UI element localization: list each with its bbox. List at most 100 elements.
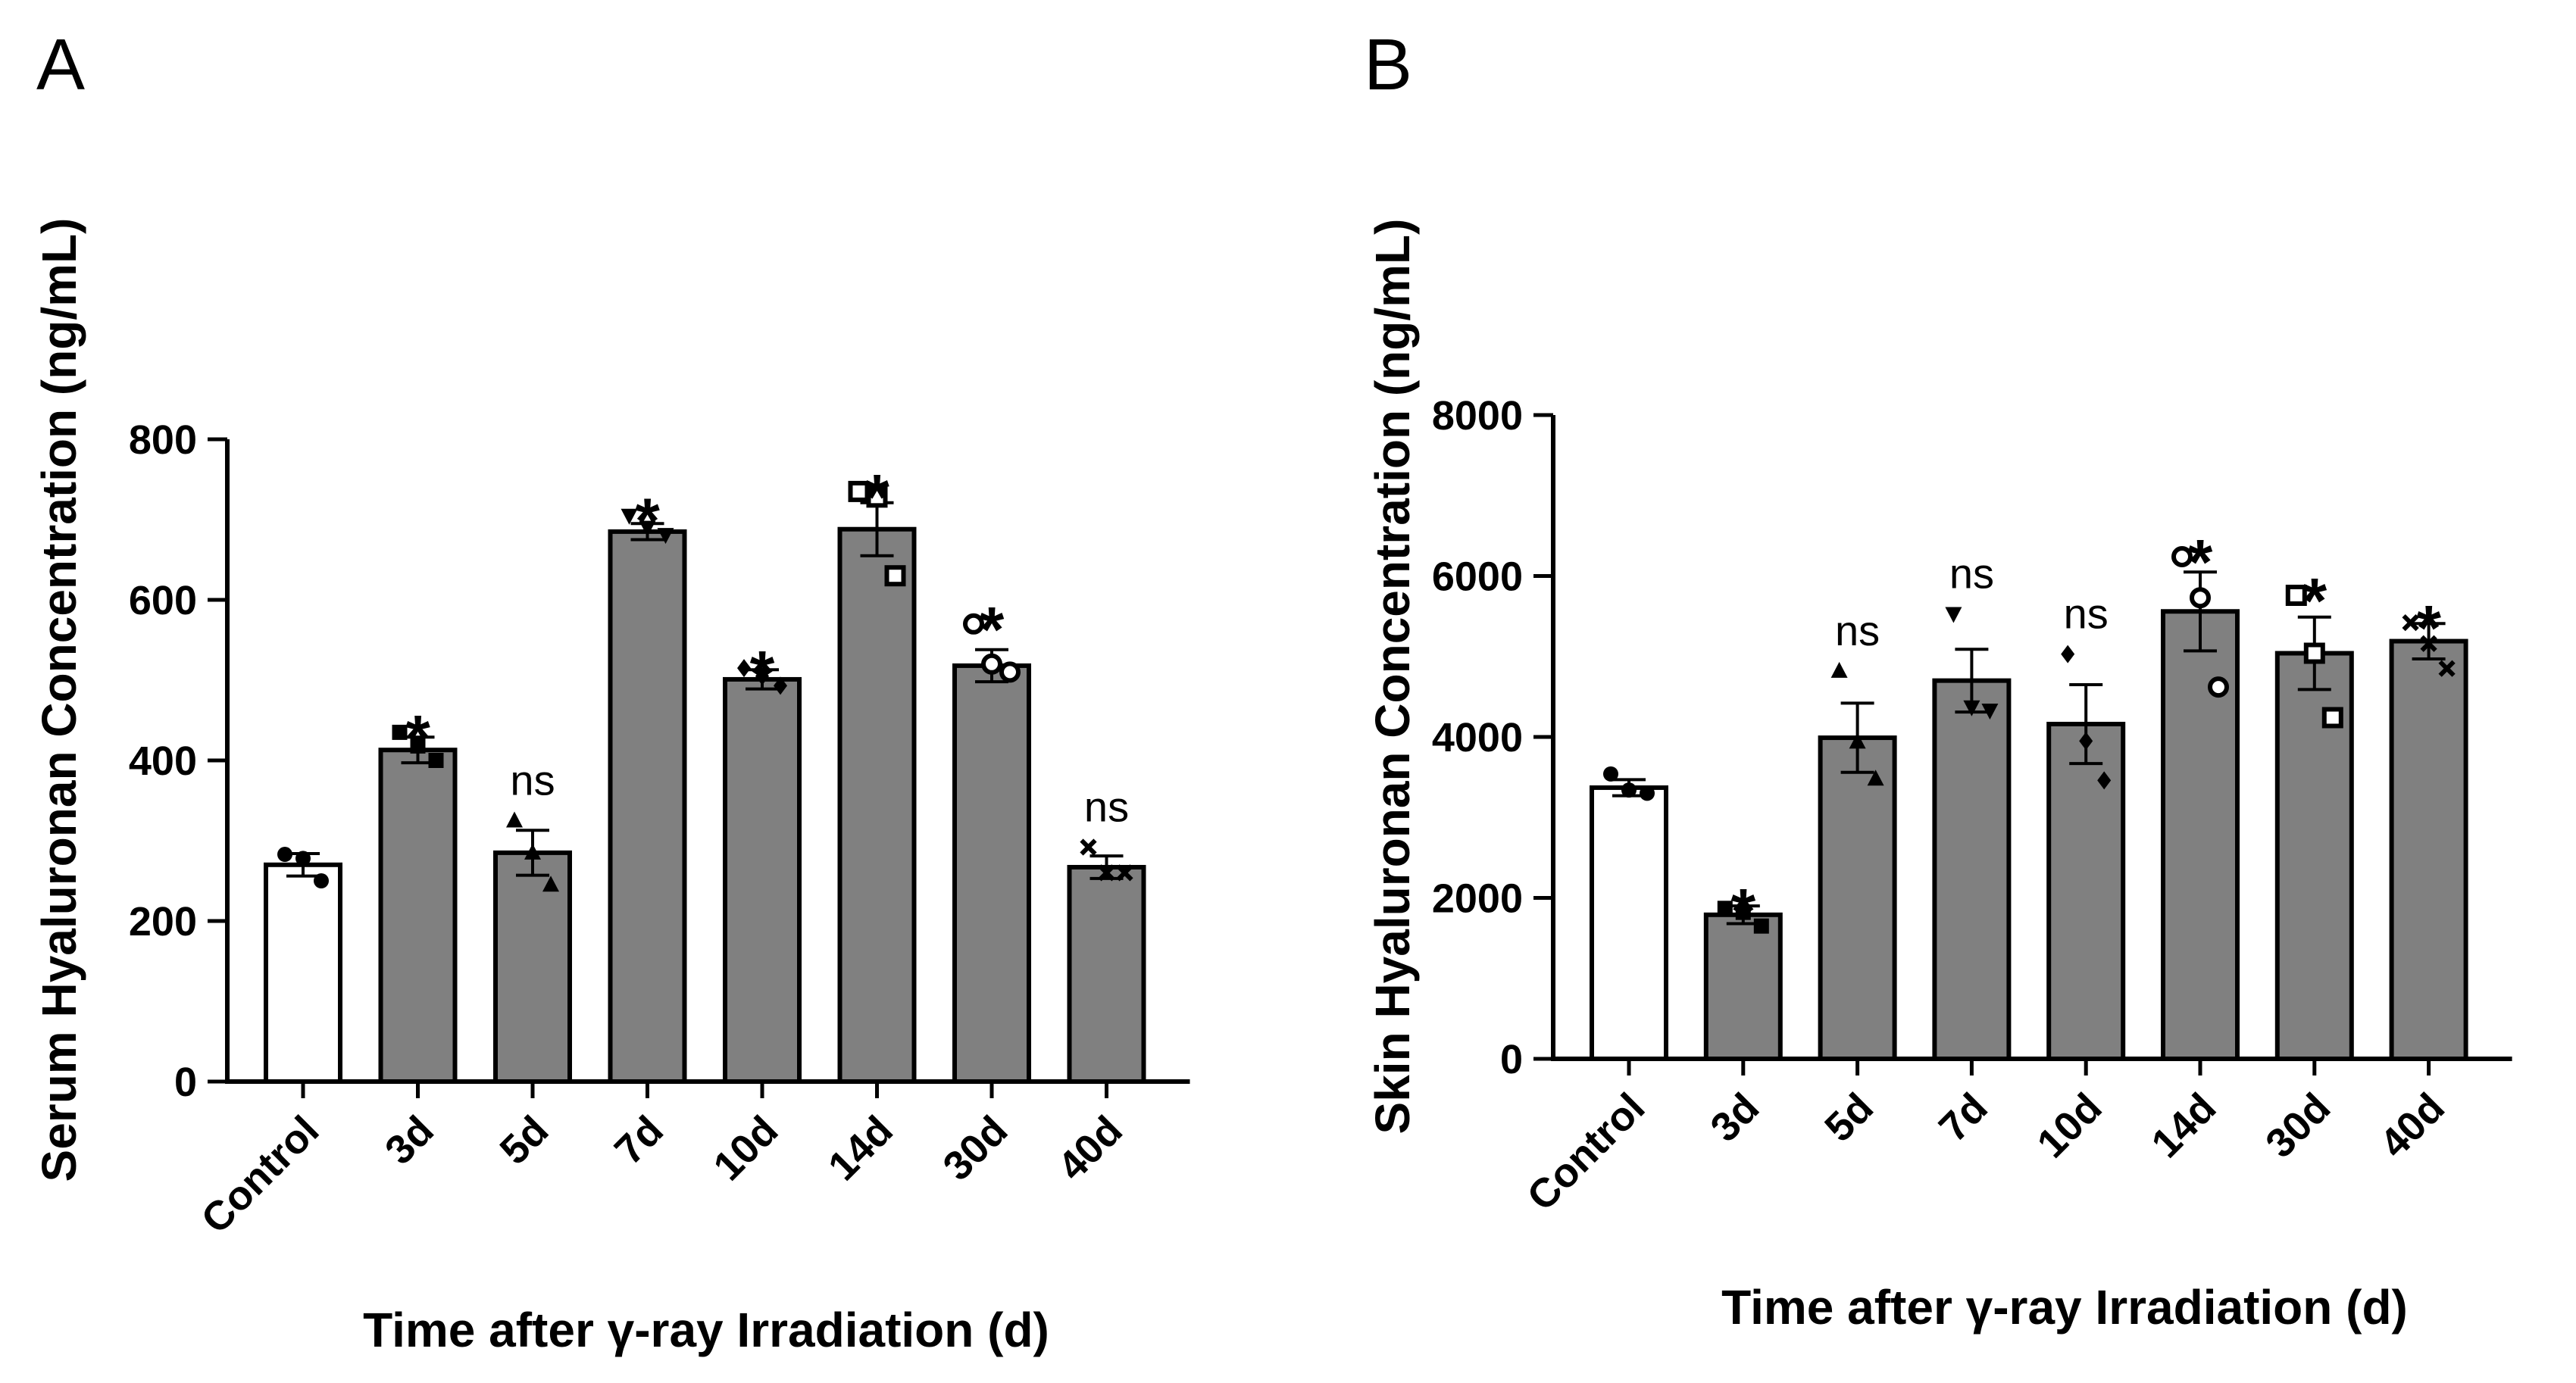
x-tick-label: 7d (1930, 1085, 1996, 1150)
significance-label: * (2302, 565, 2327, 636)
data-point (2321, 707, 2343, 729)
data-point (657, 528, 674, 545)
bar-control (264, 862, 342, 1085)
data-point (1735, 904, 1751, 920)
data-point (2208, 676, 2229, 698)
data-point (2402, 614, 2419, 632)
data-point (1098, 864, 1115, 882)
significance-label: * (1730, 876, 1755, 947)
significance-label: ns (1949, 549, 1994, 597)
bar-10d (723, 676, 802, 1084)
data-point (1753, 918, 1769, 934)
data-point (963, 613, 984, 635)
data-point (774, 676, 787, 695)
x-tick-label: 3d (1702, 1085, 1768, 1150)
significance-label: ns (1084, 782, 1129, 830)
bar-3d (378, 748, 458, 1084)
x-tick-label: 10d (705, 1107, 786, 1189)
bar-control (1590, 785, 1668, 1061)
significance-label: * (635, 485, 660, 557)
bar-14d (837, 526, 917, 1084)
data-point (542, 876, 559, 892)
bar-7d (608, 529, 687, 1084)
bar-7d (1932, 678, 2012, 1061)
cross-stroke (2402, 614, 2419, 632)
data-point (392, 724, 408, 740)
data-point (2097, 771, 2112, 790)
significance-label: * (2188, 526, 2213, 598)
cross-stroke (1080, 838, 1097, 856)
data-point (524, 843, 541, 860)
significance-label: * (405, 702, 430, 773)
y-tick-label: 6000 (1432, 554, 1523, 600)
y-tick-label: 2000 (1432, 876, 1523, 922)
cross-stroke (2438, 660, 2456, 677)
data-point (410, 738, 426, 754)
bar-5d (493, 850, 572, 1085)
data-point (2079, 732, 2093, 751)
significance-label: * (750, 638, 775, 709)
x-tick-label: 3d (377, 1107, 442, 1173)
data-point (1080, 838, 1097, 856)
bar-5d (1818, 735, 1897, 1061)
cross-stroke (2420, 635, 2437, 652)
error-bar (2069, 682, 2103, 766)
data-point (1603, 766, 1618, 782)
data-point (295, 851, 311, 866)
data-point (1116, 864, 1133, 882)
x-tick-label: 10d (2028, 1085, 2110, 1166)
bar-14d (2161, 609, 2240, 1061)
x-tick-label: 30d (934, 1107, 1016, 1189)
data-point (1963, 700, 1980, 716)
y-tick-label: 8000 (1432, 393, 1523, 439)
panel-letter: B (1364, 24, 1412, 105)
error-bar (2184, 570, 2217, 653)
significance-label: ns (1835, 607, 1880, 654)
significance-label: * (864, 461, 889, 532)
bar-40d (1067, 864, 1146, 1084)
data-point (1945, 607, 1962, 623)
bar-10d (2046, 722, 2126, 1061)
significance-label: ns (2064, 590, 2109, 638)
y-tick-label: 4000 (1432, 715, 1523, 760)
x-tick-label: 40d (1049, 1107, 1131, 1189)
y-tick-label: 800 (129, 417, 197, 463)
y-tick-label: 600 (129, 578, 197, 623)
significance-label: * (2416, 592, 2441, 663)
data-point (277, 847, 292, 863)
y-tick-label: 0 (174, 1060, 197, 1105)
panel-a: A Serum Hyaluronan Concentration (ng/mL) T… (32, 24, 1190, 1357)
panel-letter: A (36, 24, 85, 105)
data-point (1867, 770, 1884, 786)
x-tick-label: 5d (491, 1107, 557, 1173)
data-point (2420, 635, 2437, 652)
data-point (314, 873, 329, 888)
x-tick-label: 30d (2257, 1085, 2339, 1166)
x-tick-label: 40d (2371, 1085, 2453, 1166)
data-point (1981, 703, 1999, 720)
y-axis-title: Serum Hyaluronan Concentration (ng/mL) (32, 218, 86, 1182)
data-point (755, 667, 769, 685)
data-point (2061, 645, 2075, 663)
y-tick-label: 200 (129, 899, 197, 944)
cross-stroke (1116, 864, 1133, 882)
data-point (737, 659, 751, 678)
data-point (2171, 546, 2193, 567)
panel-b: B Skin Hyaluronan Concentration (ng/mL) Ti… (1364, 24, 2512, 1335)
bar-40d (2389, 638, 2468, 1061)
y-tick-label: 400 (129, 738, 197, 784)
significance-label: * (980, 594, 1005, 665)
cross-stroke (1098, 864, 1115, 882)
data-point (981, 653, 1002, 675)
data-point (2285, 585, 2307, 606)
data-point (1830, 661, 1848, 678)
x-axis-title: Time after γ-ray Irradiation (d) (363, 1303, 1049, 1357)
y-tick-label: 0 (1500, 1037, 1523, 1082)
data-point (884, 565, 906, 587)
x-tick-label: 7d (606, 1107, 672, 1173)
x-tick-label: Control (192, 1107, 327, 1242)
data-point (1849, 732, 1866, 749)
data-point (2438, 660, 2456, 677)
x-axis-title: Time after γ-ray Irradiation (d) (1721, 1280, 2408, 1335)
